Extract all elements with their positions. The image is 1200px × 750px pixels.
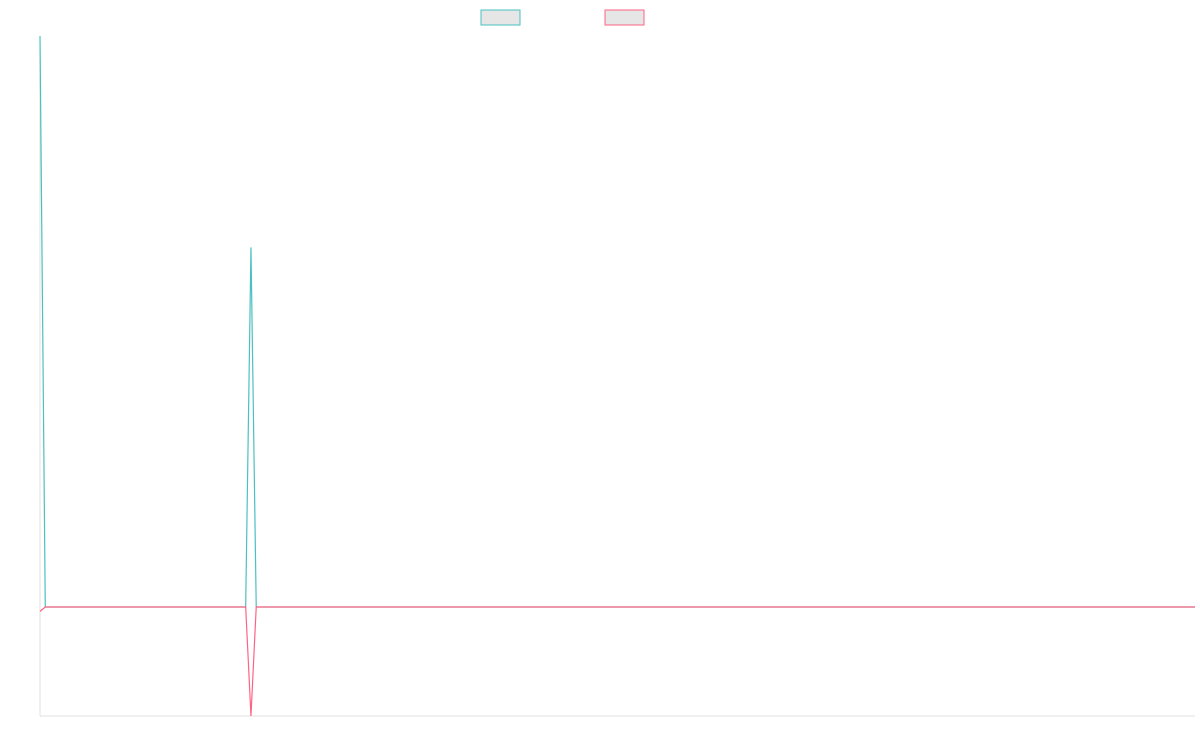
legend-swatch[interactable]: [480, 9, 521, 26]
series-line: [39, 606, 1195, 717]
series-line: [39, 35, 1195, 608]
legend-swatch[interactable]: [604, 9, 645, 26]
